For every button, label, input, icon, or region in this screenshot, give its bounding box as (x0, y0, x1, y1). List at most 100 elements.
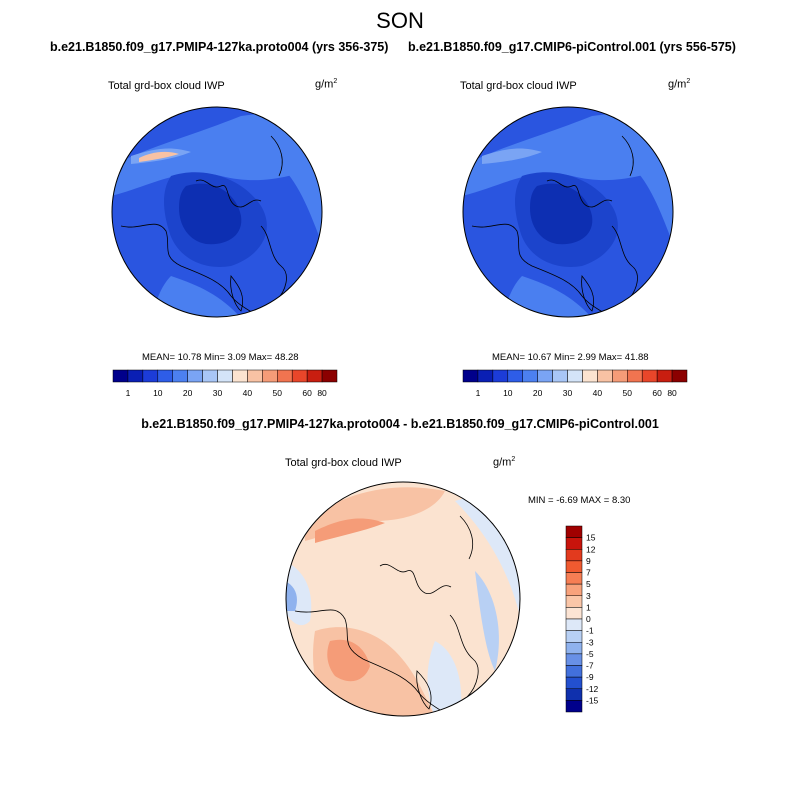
colorbar-swatch (567, 369, 583, 383)
coastline-greenland (449, 614, 479, 698)
map-fill-cooler-east (475, 571, 499, 671)
colorbar-swatch (565, 583, 583, 596)
colorbar-swatch (321, 369, 338, 383)
colorbar-label: 50 (623, 388, 633, 398)
colorbar-swatch (537, 369, 553, 383)
map-boundary (462, 106, 674, 318)
colorbar-swatch (157, 369, 173, 383)
colorbar-swatch (522, 369, 538, 383)
map-fill-warm-band (139, 151, 179, 162)
colorbar-label: 5 (586, 579, 591, 589)
colorbar-label: 15 (586, 533, 596, 543)
colorbar-label: 40 (593, 388, 603, 398)
left-unit-label: g/m2 (315, 78, 338, 91)
colorbar-label: 40 (243, 388, 253, 398)
colorbar-label: -1 (586, 626, 594, 636)
colorbar-swatch (477, 369, 494, 383)
left-variable-label: Total grd-box cloud IWP (108, 80, 225, 92)
colorbar-swatch (187, 369, 203, 383)
left-panel-title: b.e21.B1850.f09_g17.PMIP4-127ka.proto004… (50, 40, 389, 54)
colorbar-label: 1 (126, 388, 131, 398)
coastline-greenland (260, 225, 287, 302)
colorbar-swatch (462, 369, 479, 383)
colorbar-swatch (582, 369, 598, 383)
season-title: SON (376, 8, 424, 33)
coastline-scandinavia (581, 275, 595, 312)
coastline-arctic-islands (379, 564, 452, 595)
colorbar-swatch (291, 369, 308, 383)
colorbar-swatch (232, 369, 248, 383)
colorbar-label: 12 (586, 544, 596, 554)
colorbar-label: -12 (586, 684, 599, 694)
colorbar-swatch (565, 537, 583, 550)
colorbar-swatch (565, 607, 583, 620)
colorbar-swatch (627, 369, 643, 383)
colorbar-swatch (507, 369, 523, 383)
colorbar-swatch (492, 369, 509, 383)
right-stats: MEAN= 10.67 Min= 2.99 Max= 41.88 (492, 352, 649, 363)
right-colorbar: 1 10 20 30 40 50 60 80 (462, 369, 688, 398)
diff-variable-label: Total grd-box cloud IWP (285, 457, 402, 469)
colorbar-label: 1 (586, 602, 591, 612)
coastline-eurasia-south (471, 223, 613, 317)
colorbar-label: 20 (533, 388, 543, 398)
colorbar-swatch (172, 369, 188, 383)
colorbar-swatch (565, 572, 583, 585)
colorbar-label: 30 (213, 388, 223, 398)
colorbar-swatch (612, 369, 628, 383)
colorbar-swatch (565, 630, 583, 643)
coastline-scandinavia (230, 275, 244, 312)
diff-stats: MIN = -6.69 MAX = 8.30 (528, 495, 631, 506)
colorbar-label: 80 (317, 388, 327, 398)
colorbar-label: 0 (586, 614, 591, 624)
colorbar-swatch (565, 560, 583, 573)
colorbar-label: 9 (586, 556, 591, 566)
colorbar-swatch (306, 369, 323, 383)
colorbar-label: 7 (586, 568, 591, 578)
colorbar-label: 1 (476, 388, 481, 398)
diff-panel-title: b.e21.B1850.f09_g17.PMIP4-127ka.proto004… (141, 417, 659, 431)
colorbar-label: 60 (652, 388, 662, 398)
colorbar-label: -15 (586, 695, 599, 705)
colorbar-swatch (597, 369, 613, 383)
coastline-eurasia-south (294, 609, 452, 716)
map-fill-coolest-west (286, 581, 297, 611)
colorbar-swatch (565, 688, 583, 701)
map-boundary (285, 481, 521, 717)
colorbar-swatch (565, 618, 583, 631)
colorbar-label: -9 (586, 672, 594, 682)
colorbar-swatch (202, 369, 218, 383)
map-boundary (111, 106, 323, 318)
colorbar-label: 3 (586, 591, 591, 601)
colorbar-label: 50 (273, 388, 283, 398)
map-fill-dark-core (530, 183, 593, 245)
colorbar-label: 10 (153, 388, 163, 398)
colorbar-swatch (217, 369, 233, 383)
colorbar-label: 20 (183, 388, 193, 398)
right-panel-title: b.e21.B1850.f09_g17.CMIP6-piControl.001 … (408, 40, 736, 54)
coastline-alaska (270, 135, 283, 177)
left-colorbar: 1 10 20 30 40 50 60 80 (112, 369, 338, 398)
colorbar-label: 30 (563, 388, 573, 398)
coastline-greenland (611, 225, 638, 302)
colorbar-swatch (565, 642, 583, 655)
right-variable-label: Total grd-box cloud IWP (460, 80, 577, 92)
right-polar-map (462, 106, 674, 318)
coastline-arctic-islands (195, 179, 262, 208)
colorbar-swatch (565, 653, 583, 666)
coastline-scandinavia (416, 670, 432, 710)
colorbar-swatch (552, 369, 568, 383)
map-fill-dark-core (179, 183, 242, 245)
map-fill-lighter-band (482, 148, 542, 164)
map-fill-east-light (632, 166, 673, 246)
colorbar-label: 80 (667, 388, 677, 398)
left-polar-map (111, 106, 323, 318)
colorbar-swatch (671, 369, 688, 383)
colorbar-label: -5 (586, 649, 594, 659)
colorbar-swatch (565, 700, 583, 713)
colorbar-swatch (565, 595, 583, 608)
colorbar-swatch (142, 369, 159, 383)
left-stats: MEAN= 10.78 Min= 3.09 Max= 48.28 (142, 352, 299, 363)
colorbar-swatch (565, 549, 583, 562)
coastline-alaska (459, 515, 473, 560)
